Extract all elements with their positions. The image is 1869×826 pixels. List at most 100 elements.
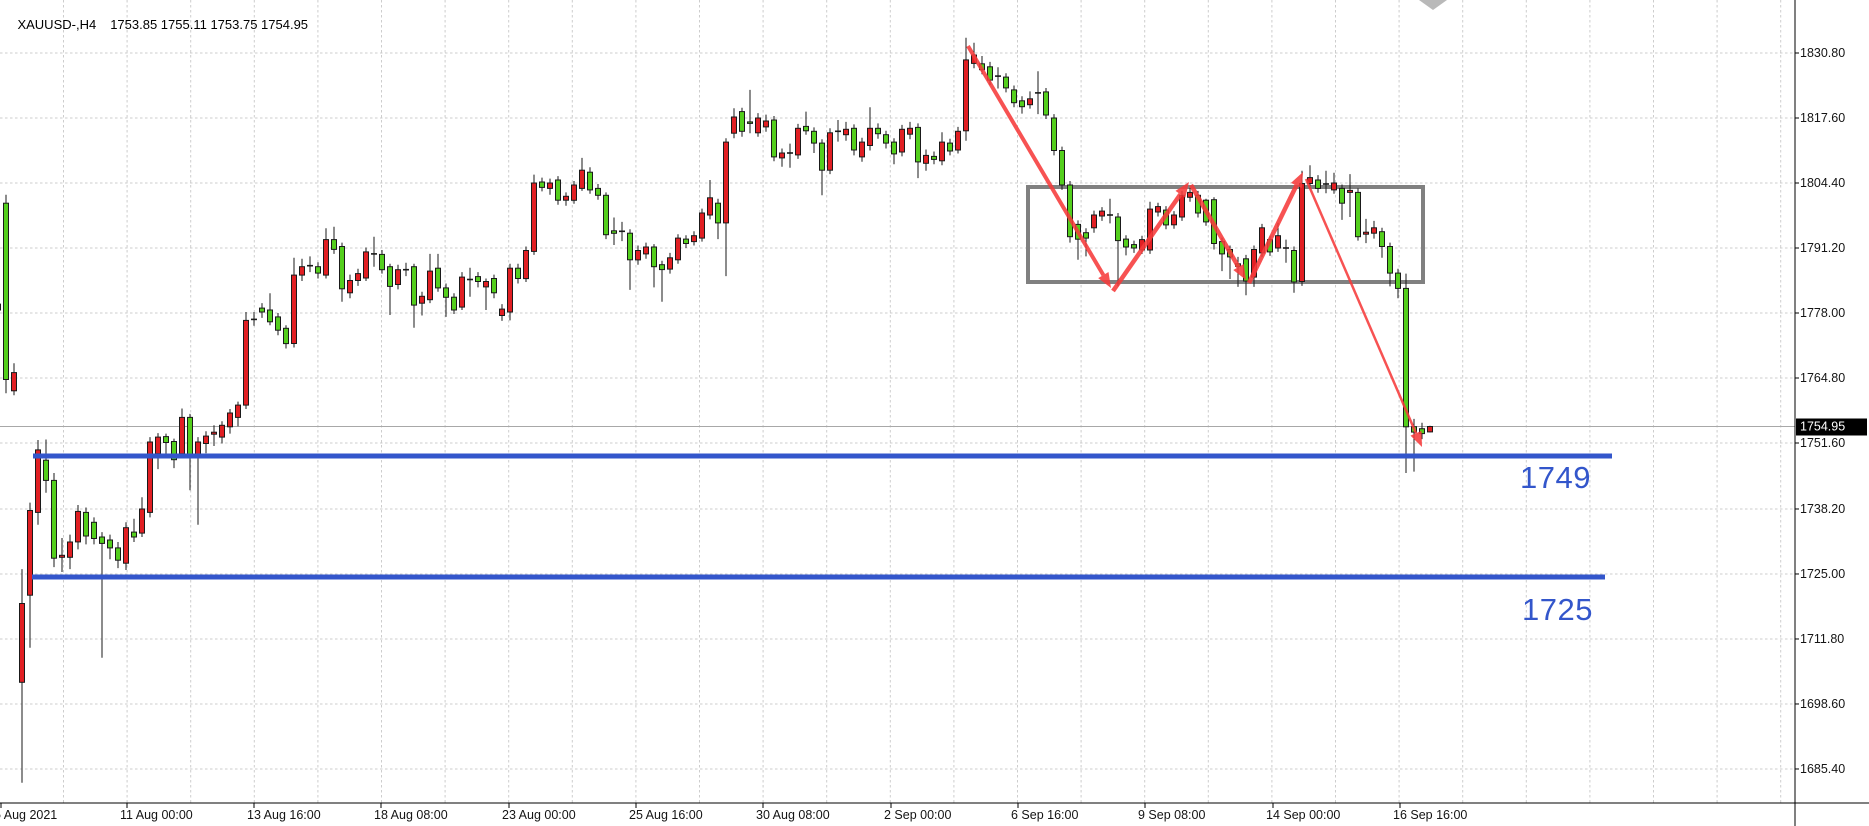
candle xyxy=(683,235,689,248)
candle-body-bear xyxy=(1403,287,1409,428)
candle xyxy=(587,167,593,194)
candle-body-bull xyxy=(867,127,873,147)
candle-body-bear xyxy=(883,134,889,144)
candle xyxy=(515,263,521,284)
candle xyxy=(755,113,761,137)
candle-body-bull xyxy=(1427,426,1433,433)
candle-body-bear xyxy=(555,179,561,201)
trend-arrow[interactable] xyxy=(1111,182,1189,293)
chevron-down-icon[interactable] xyxy=(1419,0,1447,10)
candle xyxy=(723,138,729,277)
candle-body-bear xyxy=(811,130,817,144)
candle-body-bull xyxy=(179,416,185,455)
candle xyxy=(691,231,697,246)
candle xyxy=(395,264,401,290)
candle xyxy=(1323,170,1329,194)
candle xyxy=(1099,207,1105,221)
candle-body-bull xyxy=(963,59,969,132)
candle xyxy=(563,192,569,206)
candle xyxy=(483,278,489,310)
candle-body-bull xyxy=(899,128,905,153)
candle-body-bear xyxy=(283,327,289,345)
candle xyxy=(915,123,921,179)
consolidation-box[interactable] xyxy=(1026,185,1425,284)
support-level-label-1725[interactable]: 1725 xyxy=(1522,592,1593,627)
candle xyxy=(1371,220,1377,239)
candle-body-bear xyxy=(891,141,897,155)
candle xyxy=(851,124,857,156)
candle xyxy=(283,325,289,349)
candle-body-bull xyxy=(1363,231,1369,235)
candle-body-bull xyxy=(691,235,697,243)
candle-body-bull xyxy=(859,141,865,158)
trend-arrow[interactable] xyxy=(1246,172,1303,284)
candle xyxy=(931,151,937,165)
candle-body-bear xyxy=(451,296,457,311)
candle xyxy=(59,538,65,572)
trend-arrow-shaft xyxy=(1189,183,1241,269)
candle-body-bear xyxy=(315,266,321,274)
price-axis-label: 1725.00 xyxy=(1800,566,1846,581)
candle xyxy=(835,120,841,142)
candle xyxy=(675,234,681,264)
candle-body-bear xyxy=(43,459,49,481)
trend-arrowhead xyxy=(1098,272,1111,288)
candle xyxy=(1331,172,1337,194)
candle xyxy=(867,107,873,151)
candle xyxy=(547,178,553,195)
chart-ohlc-title: XAUUSD-,H4 1753.85 1755.11 1753.75 1754.9… xyxy=(3,2,308,47)
candle-body-bear xyxy=(275,316,281,331)
candle xyxy=(419,291,425,316)
candle xyxy=(819,139,825,196)
candle-body-bear xyxy=(1131,244,1137,249)
candle xyxy=(235,401,241,427)
candle xyxy=(763,114,769,132)
candle xyxy=(891,138,897,165)
candle xyxy=(411,263,417,328)
candle xyxy=(299,258,305,281)
candle-body-bear xyxy=(91,521,97,539)
candle-body-bear xyxy=(611,230,617,234)
candle-body-bull xyxy=(1027,98,1033,106)
candle-body-bull xyxy=(1371,227,1377,234)
candle xyxy=(523,246,529,282)
trend-arrow[interactable] xyxy=(1304,178,1422,447)
candle xyxy=(459,272,465,310)
trend-arrowhead xyxy=(1291,172,1303,189)
candle xyxy=(947,138,953,156)
candle-body-bull xyxy=(779,152,785,159)
trend-arrow[interactable] xyxy=(966,44,1111,288)
candle-body-bull xyxy=(483,281,489,288)
candle xyxy=(1123,235,1129,256)
candle-body-bull xyxy=(563,195,569,201)
candle xyxy=(1171,211,1177,229)
candle xyxy=(803,111,809,135)
candle-body-bear xyxy=(1355,191,1361,238)
candle-body-bear xyxy=(491,278,497,294)
trend-arrow[interactable] xyxy=(1189,183,1246,280)
candle-body-bear xyxy=(51,479,57,559)
candle xyxy=(371,236,377,267)
candle xyxy=(739,107,745,137)
candle xyxy=(243,312,249,409)
price-axis-label: 1804.40 xyxy=(1800,175,1846,190)
candle-body-bull xyxy=(1155,206,1161,213)
candle-body-bull xyxy=(843,128,849,136)
support-level-label-1749[interactable]: 1749 xyxy=(1520,460,1591,495)
candle-body-bull xyxy=(0,303,1,311)
candle xyxy=(467,267,473,297)
candle xyxy=(435,253,441,292)
candle xyxy=(1339,184,1345,220)
price-axis-label: 1830.80 xyxy=(1800,46,1846,60)
candle xyxy=(699,208,705,242)
candle-body-bull xyxy=(19,603,25,683)
candle-body-bull xyxy=(291,274,297,345)
candle xyxy=(451,293,457,314)
candle-body-bull xyxy=(1171,214,1177,226)
candle-body-bull xyxy=(1331,182,1337,191)
candlestick-series xyxy=(0,37,1433,783)
candle xyxy=(443,283,449,317)
candle xyxy=(403,262,409,277)
candle-body-bull xyxy=(667,257,673,270)
